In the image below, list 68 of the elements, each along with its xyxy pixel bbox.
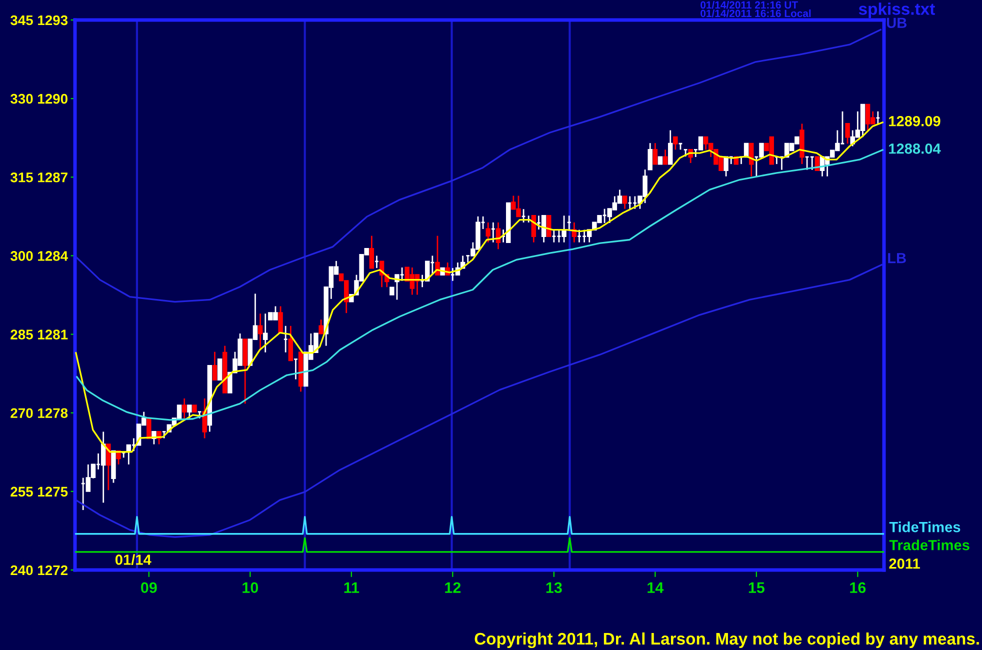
- y-tick-label: 1287: [38, 172, 68, 182]
- candlestick: [845, 123, 850, 144]
- annotation: 01/14: [115, 554, 152, 566]
- candlestick: [814, 156, 820, 172]
- text: 01/14/2011 21:16 UT: [700, 0, 798, 9]
- x-tick-label: 10: [242, 582, 258, 594]
- x-tick-label: 11: [344, 582, 360, 593]
- series-label: TradeTimes: [889, 540, 970, 550]
- candlestick: [100, 431, 106, 504]
- candlestick: [369, 235, 374, 269]
- text: spkiss.txt: [858, 2, 935, 18]
- x-tick-label: 14: [648, 582, 664, 593]
- y2-tick-label: 285: [10, 330, 33, 340]
- x-tick-label: 09: [141, 582, 157, 594]
- candlestick: [258, 312, 263, 350]
- candlestick: [424, 260, 430, 282]
- candlestick: [212, 351, 218, 381]
- y-tick-label: 1293: [38, 15, 68, 26]
- candlestick: [759, 142, 764, 158]
- data-label: 1288.04: [889, 143, 941, 154]
- candlestick: [744, 142, 749, 158]
- candlestick: [435, 235, 440, 276]
- series-label: UB: [886, 18, 907, 28]
- y-tick-label: 1278: [38, 408, 68, 418]
- y2-tick-label: 255: [10, 486, 33, 497]
- y-tick-label: 1275: [38, 486, 68, 497]
- y2-tick-label: 345: [10, 15, 33, 26]
- candlestick: [278, 306, 283, 334]
- candlestick: [486, 222, 490, 244]
- candlestick: [562, 214, 566, 244]
- y-tick-label: 1290: [38, 94, 68, 104]
- candlestick: [262, 312, 268, 354]
- y-tick-label: 1272: [38, 565, 68, 576]
- y2-tick-label: 315: [10, 172, 33, 182]
- candlestick: [698, 136, 704, 150]
- x-tick-label: 13: [546, 582, 562, 594]
- candlestick: [106, 444, 111, 491]
- x-tick-label: 16: [850, 582, 866, 594]
- text: 2011: [889, 558, 920, 569]
- x-tick-label: 12: [445, 582, 461, 593]
- candlestick: [318, 318, 324, 334]
- candlestick: [187, 404, 192, 420]
- line-series: [75, 264, 882, 538]
- text: Copyright 2011, Dr. Al Larson. May not be copied by any means.: [474, 632, 979, 648]
- candlestick: [202, 398, 207, 439]
- data-label: 1289.09: [889, 116, 940, 126]
- y2-tick-label: 240: [10, 565, 33, 576]
- candlestick: [652, 142, 658, 165]
- candlestick: [182, 398, 187, 420]
- candlestick: [648, 142, 652, 170]
- series-label: LB: [888, 253, 906, 264]
- y2-tick-label: 330: [10, 94, 33, 104]
- candlestick: [724, 156, 728, 178]
- y-tick-label: 1281: [38, 330, 68, 340]
- candlestick: [546, 214, 552, 238]
- series-label: TideTimes: [889, 522, 960, 532]
- candlestick: [217, 358, 222, 381]
- candlestick: [288, 325, 294, 362]
- candlestick: [668, 130, 673, 165]
- text: 01/14/2011 16:16 Local: [700, 9, 811, 18]
- x-tick-label: 15: [748, 582, 764, 594]
- y-tick-label: 1284: [38, 251, 68, 261]
- candlestick: [673, 136, 678, 150]
- y2-tick-label: 270: [10, 408, 33, 418]
- candlestick: [622, 196, 628, 210]
- line-series: [76, 28, 882, 303]
- y2-tick-label: 300: [10, 251, 33, 261]
- candlestick: [662, 148, 668, 165]
